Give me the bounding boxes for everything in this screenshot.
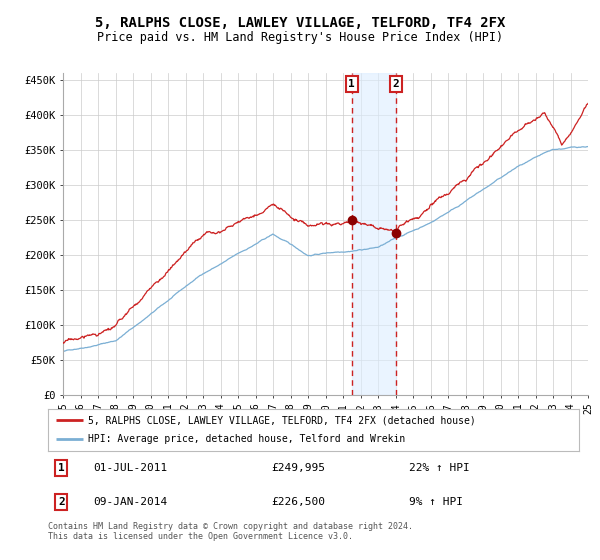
Text: £226,500: £226,500	[271, 497, 325, 507]
Text: HPI: Average price, detached house, Telford and Wrekin: HPI: Average price, detached house, Telf…	[88, 435, 405, 445]
Bar	[352, 73, 396, 395]
Text: 22% ↑ HPI: 22% ↑ HPI	[409, 463, 470, 473]
Text: 5, RALPHS CLOSE, LAWLEY VILLAGE, TELFORD, TF4 2FX: 5, RALPHS CLOSE, LAWLEY VILLAGE, TELFORD…	[95, 16, 505, 30]
Text: 9% ↑ HPI: 9% ↑ HPI	[409, 497, 463, 507]
Text: £249,995: £249,995	[271, 463, 325, 473]
Text: 2: 2	[392, 79, 400, 89]
Text: 01-JUL-2011: 01-JUL-2011	[93, 463, 167, 473]
Text: Price paid vs. HM Land Registry's House Price Index (HPI): Price paid vs. HM Land Registry's House …	[97, 31, 503, 44]
Text: 5, RALPHS CLOSE, LAWLEY VILLAGE, TELFORD, TF4 2FX (detached house): 5, RALPHS CLOSE, LAWLEY VILLAGE, TELFORD…	[88, 415, 476, 425]
Text: 1: 1	[349, 79, 355, 89]
Text: Contains HM Land Registry data © Crown copyright and database right 2024.
This d: Contains HM Land Registry data © Crown c…	[48, 522, 413, 542]
Text: 1: 1	[58, 463, 65, 473]
Text: 09-JAN-2014: 09-JAN-2014	[93, 497, 167, 507]
Text: 2: 2	[58, 497, 65, 507]
